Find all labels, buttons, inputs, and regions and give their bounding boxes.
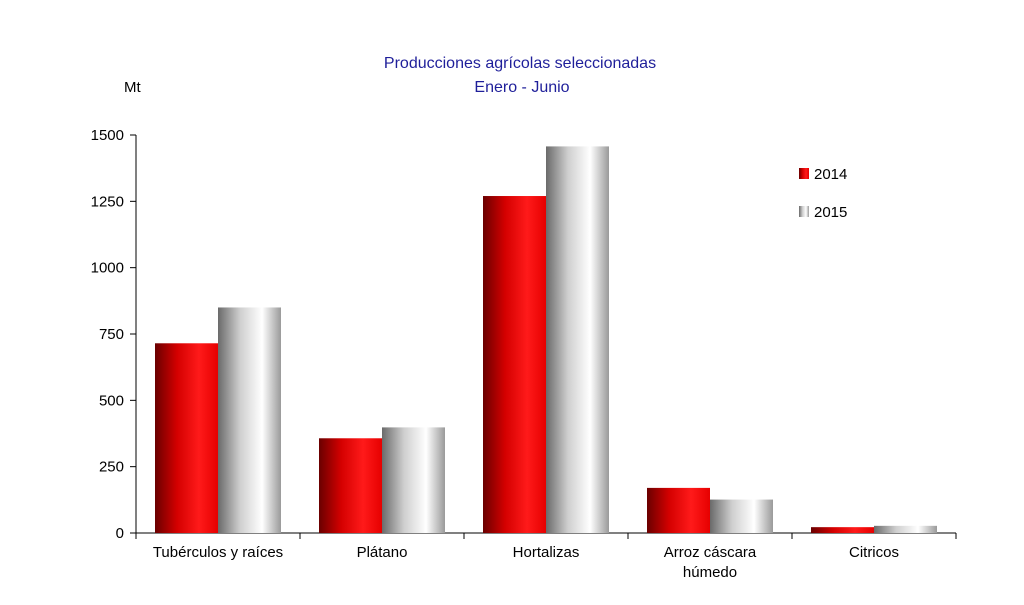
x-tick-label: Tubérculos y raíces	[153, 544, 283, 561]
y-tick-label: 250	[99, 459, 124, 476]
chart-title: Producciones agrícolas seleccionadas	[384, 55, 656, 72]
x-tick-label: Plátano	[357, 544, 408, 561]
y-tick-label: 0	[116, 525, 124, 542]
chart-subtitle: Enero - Junio	[474, 79, 569, 96]
legend-swatch-2014	[799, 168, 809, 179]
x-tick-label: Arroz cáscara	[664, 544, 757, 561]
bar-2015-3	[546, 146, 609, 533]
legend-swatch-2015	[799, 206, 809, 217]
y-tick-label: 1250	[91, 193, 124, 210]
legend-label-2015: 2015	[814, 204, 847, 221]
y-tick-label: 1000	[91, 260, 124, 277]
bar-2015-4	[710, 499, 773, 533]
x-tick-label: Citricos	[849, 544, 899, 561]
bar-2014-3	[483, 196, 546, 533]
y-tick-label: 1500	[91, 127, 124, 144]
y-tick-label: 750	[99, 326, 124, 343]
bar-2015-1	[218, 307, 281, 533]
bar-2014-4	[647, 487, 710, 533]
bar-2014-2	[319, 438, 382, 533]
plot-area: 0 250 500 750 1000 1250 1500 Tubérculos y raíce…	[91, 127, 957, 581]
bar-2014-5	[811, 527, 874, 533]
y-axis-label: Mt	[124, 79, 141, 96]
x-tick-label: húmedo	[683, 564, 737, 581]
bar-2015-2	[382, 427, 445, 533]
y-tick-label: 500	[99, 392, 124, 409]
x-tick-label: Hortalizas	[513, 544, 580, 561]
bar-2014-1	[155, 343, 218, 533]
legend-label-2014: 2014	[814, 166, 847, 183]
bar-2015-5	[874, 525, 937, 533]
